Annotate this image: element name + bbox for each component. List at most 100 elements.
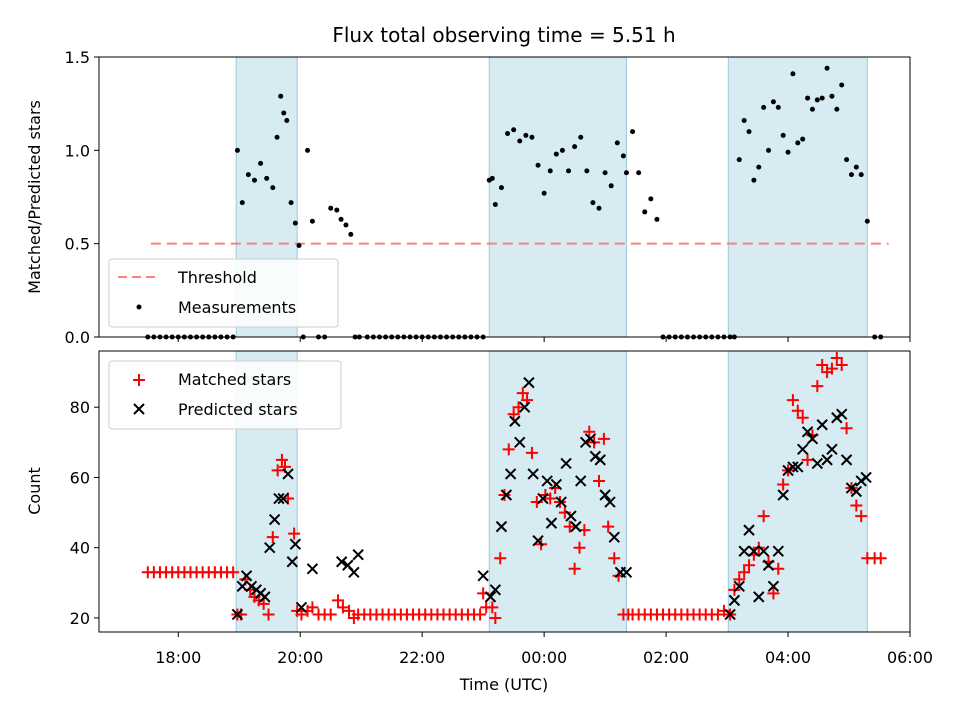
predicted-star-point bbox=[743, 524, 755, 536]
matched-star-point bbox=[597, 432, 610, 445]
matched-star-point bbox=[257, 597, 270, 610]
predicted-star-point bbox=[757, 545, 770, 557]
measurement-point bbox=[751, 177, 757, 183]
matched-star-point bbox=[288, 527, 301, 540]
matched-star-point bbox=[743, 559, 756, 572]
predicted-star-point bbox=[806, 433, 819, 445]
predicted-star-point bbox=[777, 489, 789, 501]
predicted-star-point bbox=[584, 433, 597, 445]
top-x-ticks bbox=[177, 337, 911, 342]
predicted-star-point bbox=[840, 454, 853, 466]
predicted-star-point bbox=[240, 570, 253, 582]
measurement-point bbox=[590, 200, 596, 206]
measurement-point bbox=[775, 104, 781, 110]
matched-star-point bbox=[563, 520, 576, 533]
measurement-point bbox=[284, 117, 290, 123]
measurement-point bbox=[785, 149, 791, 155]
measurement-point bbox=[288, 200, 294, 206]
matched-star-point bbox=[593, 474, 606, 487]
measurement-point bbox=[348, 231, 354, 237]
x-tick-label: 20:00 bbox=[277, 648, 323, 667]
y-tick-label: 40 bbox=[70, 539, 90, 558]
predicted-star-point bbox=[850, 485, 863, 498]
predicted-star-point bbox=[295, 601, 308, 614]
predicted-star-point bbox=[545, 517, 558, 529]
measurement-point bbox=[596, 205, 602, 211]
measurement-point bbox=[239, 200, 245, 206]
matched-star-point bbox=[801, 453, 814, 466]
measurement-point bbox=[328, 205, 334, 211]
predicted-star-point bbox=[537, 492, 549, 505]
measurement-point bbox=[614, 140, 620, 146]
measurement-point bbox=[541, 190, 547, 196]
predicted-legend-label: Predicted stars bbox=[178, 400, 298, 419]
x-tick-label: 22:00 bbox=[399, 648, 445, 667]
predicted-star-point bbox=[495, 520, 508, 533]
measurement-point bbox=[819, 95, 825, 101]
matched-star-point bbox=[840, 422, 853, 435]
measurement-point bbox=[492, 201, 498, 207]
matched-star-point bbox=[336, 601, 349, 614]
measurement-point bbox=[636, 170, 642, 176]
matched-star-point bbox=[738, 566, 751, 579]
matched-star-point bbox=[573, 541, 586, 554]
measurement-point bbox=[642, 209, 648, 215]
matched-star-point bbox=[850, 499, 863, 512]
measurement-point bbox=[498, 185, 504, 191]
predicted-star-point bbox=[826, 443, 838, 456]
matched-star-point bbox=[558, 506, 571, 519]
y-tick-label: 1.0 bbox=[65, 141, 90, 160]
matched-star-point bbox=[324, 608, 337, 621]
bottom-legend-box bbox=[108, 360, 342, 430]
x-tick-label: 06:00 bbox=[887, 648, 933, 667]
matched-star-point bbox=[777, 478, 790, 491]
predicted-star-point bbox=[504, 468, 517, 480]
matched-star-point bbox=[498, 489, 511, 502]
predicted-star-point bbox=[728, 594, 741, 607]
predicted-star-point bbox=[594, 454, 606, 466]
matched-star-point bbox=[791, 404, 804, 417]
matched-star-point bbox=[718, 604, 731, 617]
matched-star-point bbox=[295, 608, 308, 621]
measurement-point bbox=[864, 218, 870, 224]
matched-star-point bbox=[306, 601, 319, 614]
predicted-star-point bbox=[733, 580, 745, 593]
predicted-star-point bbox=[286, 556, 299, 568]
matched-star-point bbox=[530, 496, 543, 509]
predicted-star-point bbox=[811, 457, 824, 470]
matched-star-point bbox=[874, 552, 887, 565]
shaded-region bbox=[727, 350, 868, 633]
predicted-star-point bbox=[565, 510, 577, 522]
measurement-point bbox=[814, 97, 820, 103]
measurement-point bbox=[648, 196, 654, 202]
y-tick-label: 1.5 bbox=[65, 48, 90, 67]
matched-star-point bbox=[733, 573, 746, 586]
matched-star-point bbox=[525, 446, 538, 459]
matched-star-point bbox=[608, 552, 621, 565]
measurement-point bbox=[547, 168, 553, 174]
matched-star-point bbox=[583, 425, 596, 438]
predicted-star-point bbox=[787, 461, 799, 473]
predicted-star-point bbox=[604, 496, 616, 508]
measurement-point bbox=[800, 136, 806, 142]
measurement-points bbox=[145, 65, 884, 340]
bottom-y-axis-label: Count bbox=[25, 467, 44, 515]
measurement-point bbox=[608, 183, 614, 189]
matched-star-point bbox=[486, 601, 499, 614]
x-tick-label: 00:00 bbox=[521, 648, 567, 667]
matched-star-point bbox=[544, 492, 557, 505]
y-tick-label: 0.5 bbox=[65, 235, 90, 254]
predicted-star-point bbox=[532, 534, 544, 547]
predicted-star-point bbox=[560, 457, 572, 470]
predicted-star-point bbox=[500, 489, 513, 501]
measurement-point bbox=[296, 243, 302, 249]
predicted-star-point bbox=[236, 580, 249, 593]
matched-star-point bbox=[507, 408, 520, 421]
measurement-point bbox=[334, 207, 340, 213]
measurements-legend-label: Measurements bbox=[178, 298, 296, 317]
bottom-plot-frame bbox=[98, 350, 911, 633]
predicted-star-point bbox=[620, 566, 633, 578]
predicted-star-point bbox=[570, 520, 582, 533]
matched-star-point bbox=[772, 562, 785, 575]
predicted-star-point bbox=[748, 545, 760, 557]
